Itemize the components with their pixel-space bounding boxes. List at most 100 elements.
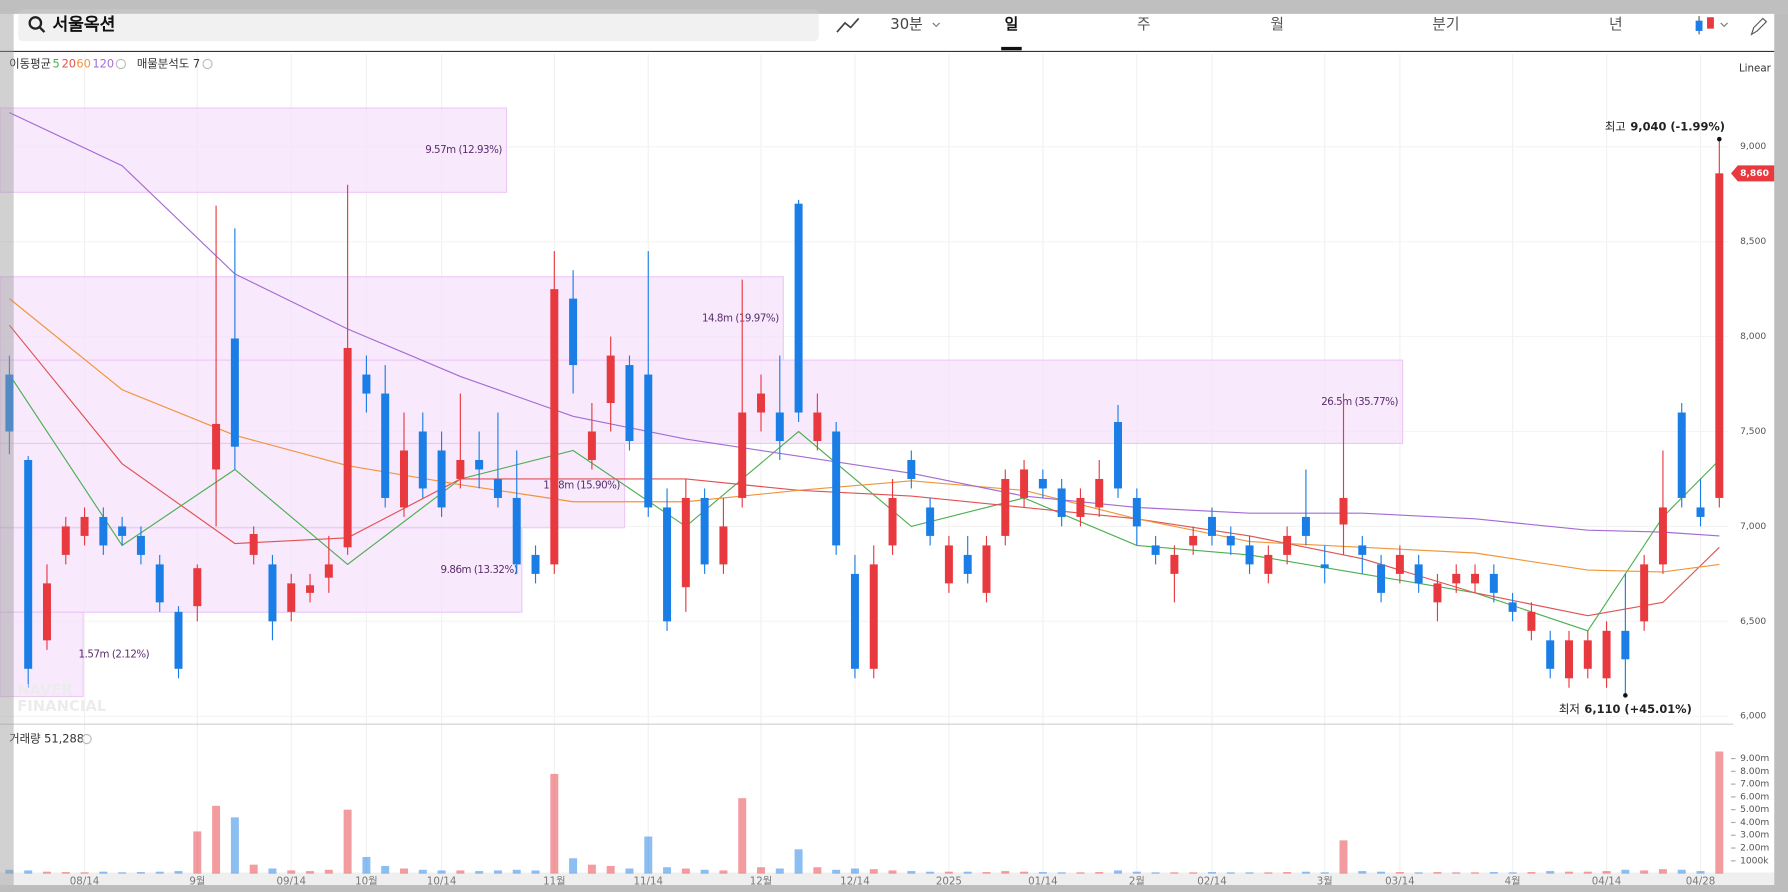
period-tab[interactable]: 월 [1270,16,1284,33]
volume-bar [1189,872,1198,874]
candle-body [982,545,991,593]
volume-bar [1546,871,1555,874]
volume-bar [1471,872,1480,874]
volume-bar [813,867,822,874]
candle-body [738,412,747,498]
extreme-dot [1717,136,1722,142]
candle-body [1038,478,1047,489]
volume-bar [1677,869,1686,874]
volume-bar [1076,872,1085,874]
volume-bar [249,864,258,874]
candle-body [174,611,183,669]
x-tick-label: 2월 [1129,876,1145,888]
extreme-dot [1623,693,1628,698]
candle-body [1395,554,1404,574]
candle-body [1170,554,1179,574]
candle-body [700,497,709,565]
period-tab[interactable]: 일 [1005,16,1019,33]
candle-body [1301,516,1310,536]
volume-profile-label: 9.57m (12.93%) [425,144,502,156]
close-icon[interactable] [202,58,213,70]
candle-body [287,583,296,612]
candle-body [362,374,371,394]
x-tick-label: 11/14 [633,876,663,888]
x-tick-label: 01/14 [1028,876,1058,888]
volume-bar [99,871,108,874]
volume-tick-label: 2.00m [1740,844,1769,854]
draw-icon[interactable] [1750,17,1768,36]
volume-profile-label: 9.86m (13.32%) [441,564,518,576]
volume-bar [306,871,315,874]
volume-bar [569,858,578,874]
candle-body [1508,602,1517,612]
candle-body [550,289,559,565]
volume-bar [399,868,408,874]
volume-bar [1433,872,1442,874]
candle-body [587,431,596,460]
search-box[interactable] [18,9,819,42]
scale-label[interactable]: Linear [1739,63,1772,75]
candle-icon-body [1695,20,1703,31]
chart-type-icon[interactable] [836,17,860,33]
candle-body [1546,640,1555,669]
volume-bar [456,870,465,874]
period-tab[interactable]: 주 [1137,16,1151,33]
volume-bar [1301,871,1310,874]
volume-bar [230,817,239,874]
ma-label: 이동평균 [9,56,51,70]
candle-body [136,535,145,555]
close-icon[interactable] [115,58,127,70]
volume-bar [287,870,296,874]
volume-bar [1377,871,1386,874]
legend-entry: 120 [92,56,114,70]
candle-body [644,374,653,508]
extreme-note-prefix: 최저 [1559,702,1580,716]
volume-bar [381,865,390,874]
extreme-note: 최고 9,040 (-1.99%) [1605,119,1725,133]
profile-label: 매물분석도 7 [137,56,200,70]
candle-body [1076,497,1085,517]
volume-bar [268,868,277,874]
volume-bar [926,871,935,874]
date-band [0,872,1775,886]
candle-body [475,459,484,470]
period-tab[interactable]: 분기 [1432,16,1459,33]
x-tick-label: 2025 [936,876,962,888]
search-icon-handle [39,26,46,33]
x-tick-label: 3월 [1317,876,1333,888]
volume-bar [1696,871,1705,874]
volume-bar [493,870,502,874]
search-text[interactable]: 서울옥션 [52,15,115,35]
candle-body [1095,478,1104,508]
candle-body [757,393,765,413]
candle-body [869,564,878,669]
candle-body [1132,497,1141,527]
volume-bar [1395,872,1404,874]
volume-bar [663,867,672,874]
volume-bar [512,869,521,874]
candle-body [1414,564,1423,584]
volume-bar [24,870,33,874]
interval-select[interactable]: 30분 [890,16,922,33]
extreme-note-prefix: 최고 [1605,119,1626,133]
candle-body [1283,535,1292,555]
candle-body [249,534,258,555]
volume-bar [5,869,14,874]
candle-body [193,568,202,607]
y-tick-label: 7,500 [1740,427,1766,437]
y-tick-label: 6,500 [1740,617,1766,627]
volume-bar [418,869,427,874]
candle-body [1433,583,1442,603]
candle-body [663,507,672,622]
candle-body [813,412,822,441]
dim-top [0,0,1788,14]
candle-body [1189,535,1198,546]
candle-body [1602,630,1611,679]
x-tick-label: 10/14 [427,876,457,888]
dim-bottom [0,885,1788,892]
volume-bar [1170,872,1179,874]
candle-body [832,431,841,546]
period-tab[interactable]: 년 [1609,16,1623,33]
candle-body [1377,564,1386,593]
close-icon[interactable] [81,733,92,745]
